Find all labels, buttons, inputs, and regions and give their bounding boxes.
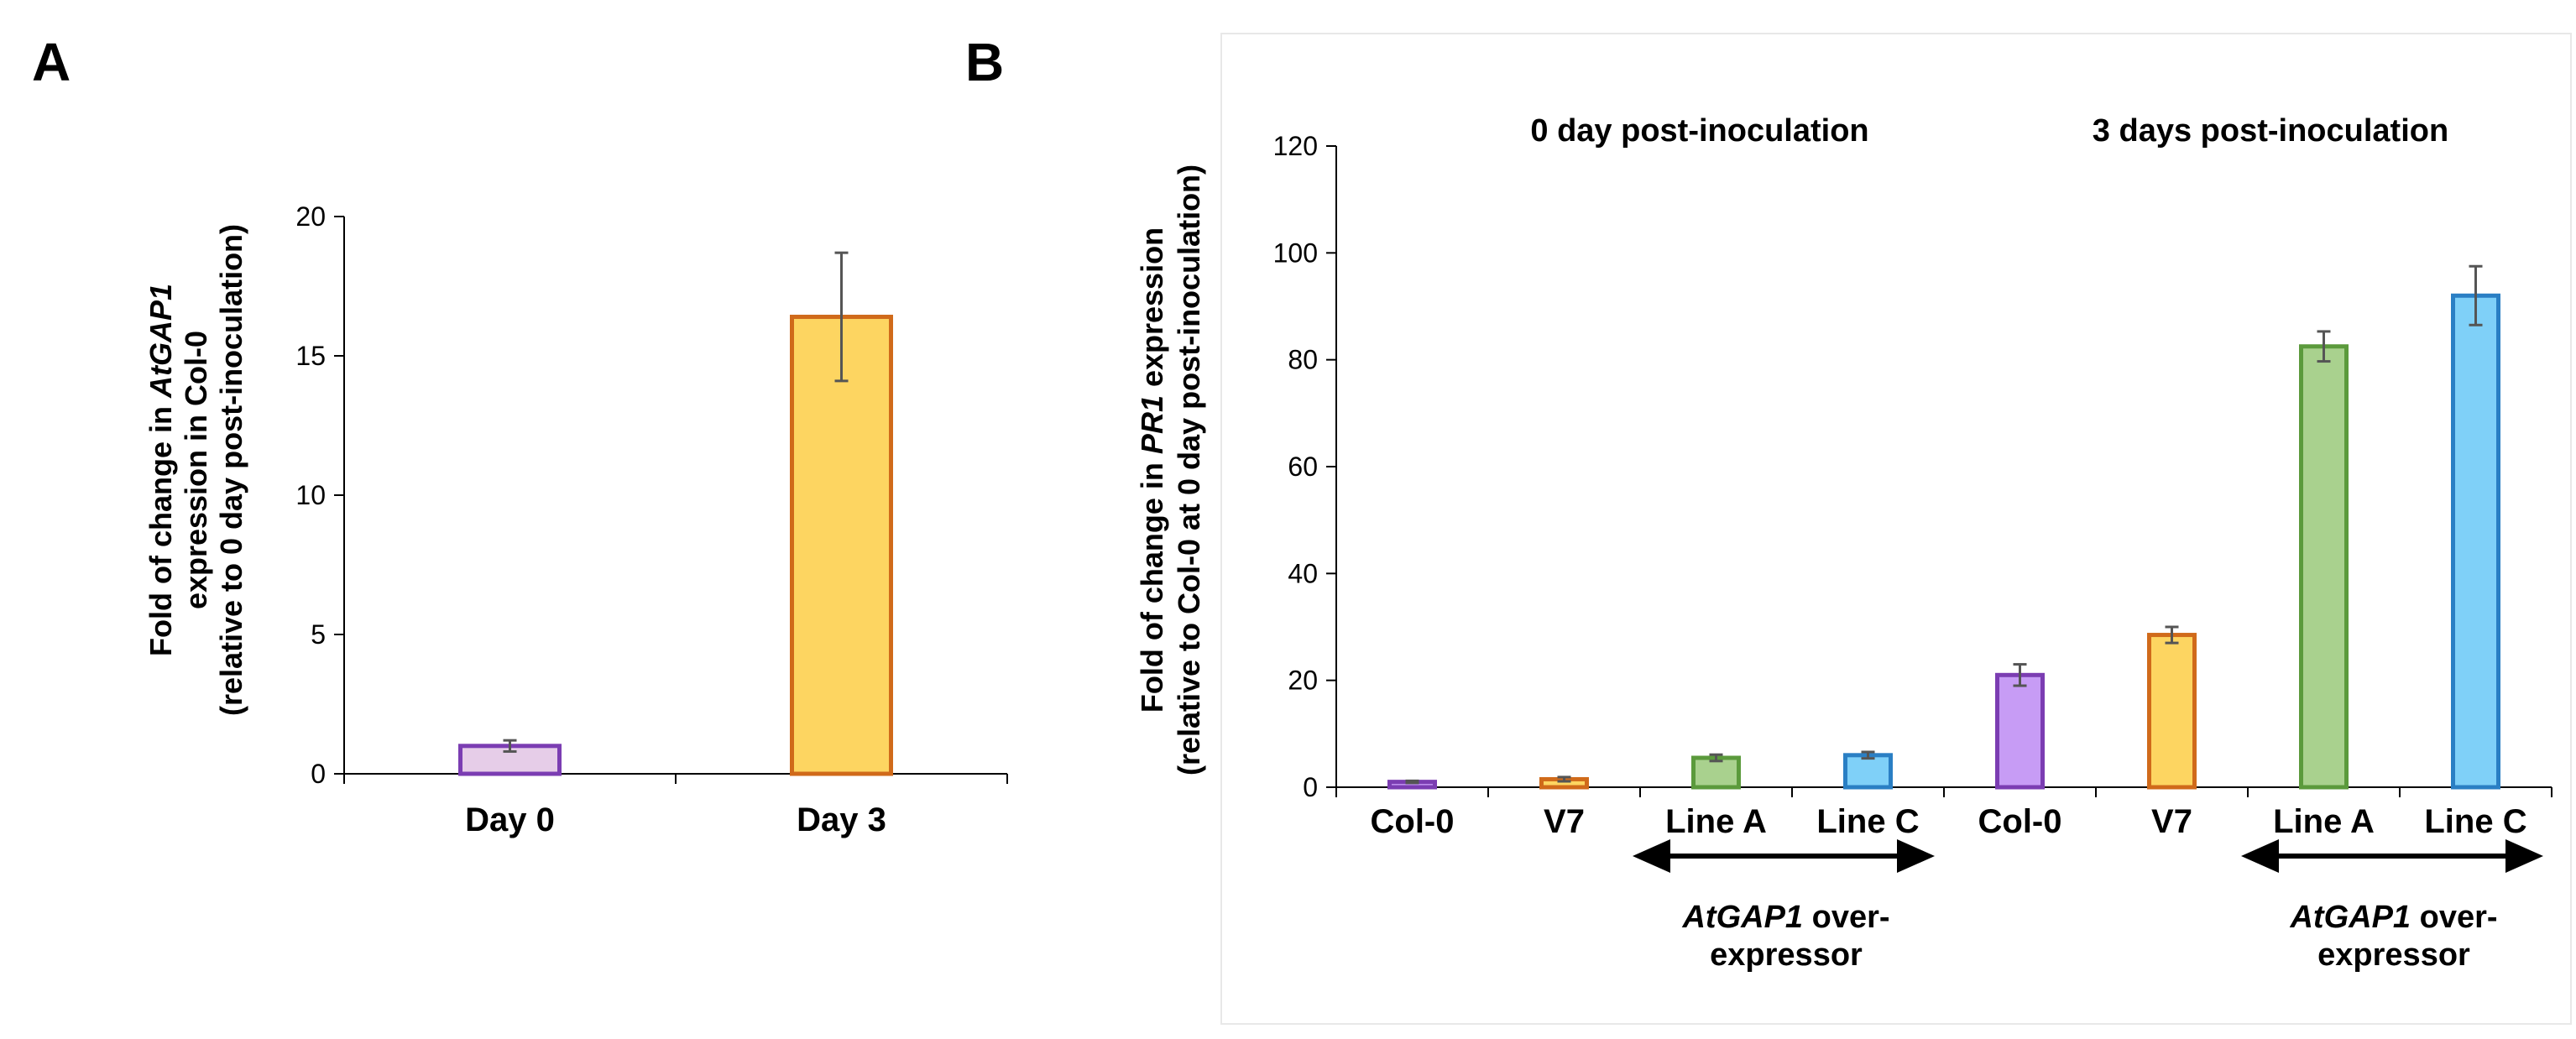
panel-b-arrow-right-label-line2: expressor: [2317, 937, 2470, 973]
panel-a-ylabel-line2: expression in Col-0: [179, 331, 213, 609]
panel-b-arrow-right-head-left: [2241, 839, 2279, 873]
panel-b-y-tick-label: 60: [1288, 452, 1318, 482]
panel-a-bar: [790, 315, 893, 776]
panel-b-y-tick-label: 80: [1288, 345, 1318, 375]
panel-b-ylabel-line1: Fold of change in PR1 expression: [1135, 227, 1169, 713]
panel-b-arrow-left-head-left: [1633, 839, 1670, 873]
panel-b-axes: 0 20 40 60 80 100 120 Col-0 V7 Line A Line C Col-0 V…: [1273, 131, 2552, 840]
panel-b-category-label: Line C: [2424, 803, 2526, 840]
panel-b-arrow-left-label-line1: AtGAP1 over-: [1681, 900, 1889, 935]
panel-b-ylabel-line2: (relative to Col-0 at 0 day post-inocula…: [1172, 164, 1206, 775]
panel-b-category-label: V7: [2151, 803, 2192, 840]
panel-a-y-tick-label: 0: [311, 759, 326, 789]
panel-b-group-title-day0: 0 day post-inoculation: [1530, 113, 1868, 149]
panel-b-y-axis-label: Fold of change in PR1 expression (relati…: [1135, 164, 1206, 775]
panel-a-axes: 0 5 10 15 20 Day 0 Day 3: [295, 201, 1008, 838]
panel-a: A Fold of change in AtGAP1 expression in…: [32, 32, 1008, 838]
panel-a-letter: A: [32, 32, 71, 92]
panel-a-y-tick-label: 15: [295, 341, 326, 371]
panel-a-ylabel-line1: Fold of change in AtGAP1: [144, 284, 178, 656]
panel-a-y-tick-label: 5: [311, 619, 326, 650]
panel-a-ylabel-line3: (relative to 0 day post-inoculation): [214, 224, 248, 716]
panel-b-arrow-left-head-right: [1897, 839, 1935, 873]
panel-b-arrow-right-label-line1: AtGAP1 over-: [2289, 900, 2497, 935]
panel-b-group-title-day3: 3 days post-inoculation: [2093, 113, 2448, 149]
panel-b-bar: [1843, 753, 1893, 790]
panel-b-arrow-right: [2241, 839, 2543, 873]
panel-b-y-tick-label: 40: [1288, 558, 1318, 588]
panel-b-y-tick-label: 20: [1288, 666, 1318, 696]
panel-b-y-tick-label: 0: [1303, 772, 1318, 802]
panel-b-category-label: Col-0: [1371, 803, 1455, 840]
panel-b-arrow-left: [1633, 839, 1935, 873]
panel-b-category-label: Col-0: [1978, 803, 2062, 840]
panel-b-arrow-right-head-right: [2505, 839, 2543, 873]
panel-b-arrow-left-label-line2: expressor: [1710, 937, 1863, 973]
panel-b: B Fold of change in PR1 expression (rela…: [965, 32, 2572, 1025]
panel-a-y-tick-label: 20: [295, 201, 326, 232]
panel-b-bar: [1995, 672, 2045, 790]
panel-b-y-tick-label: 100: [1273, 238, 1318, 268]
panel-b-y-tick-label: 120: [1273, 131, 1318, 161]
panel-a-y-axis-label: Fold of change in AtGAP1 expression in C…: [144, 224, 248, 716]
panel-b-frame: [1220, 33, 2572, 1025]
panel-a-y-tick-label: 10: [295, 480, 326, 510]
panel-b-category-label: Line A: [2273, 803, 2375, 840]
panel-b-category-label: Line C: [1816, 803, 1919, 840]
panel-b-bars: [1387, 264, 2500, 790]
panel-b-category-label: V7: [1544, 803, 1585, 840]
panel-b-bar: [2147, 633, 2197, 790]
panel-b-category-label: Line A: [1665, 803, 1767, 840]
panel-a-category-label: Day 3: [797, 801, 886, 838]
panel-b-bar: [2299, 344, 2349, 790]
panel-a-category-label: Day 0: [465, 801, 555, 838]
panel-b-bar: [2451, 293, 2500, 790]
panel-a-bars: [458, 251, 893, 776]
panel-b-letter: B: [965, 32, 1004, 92]
